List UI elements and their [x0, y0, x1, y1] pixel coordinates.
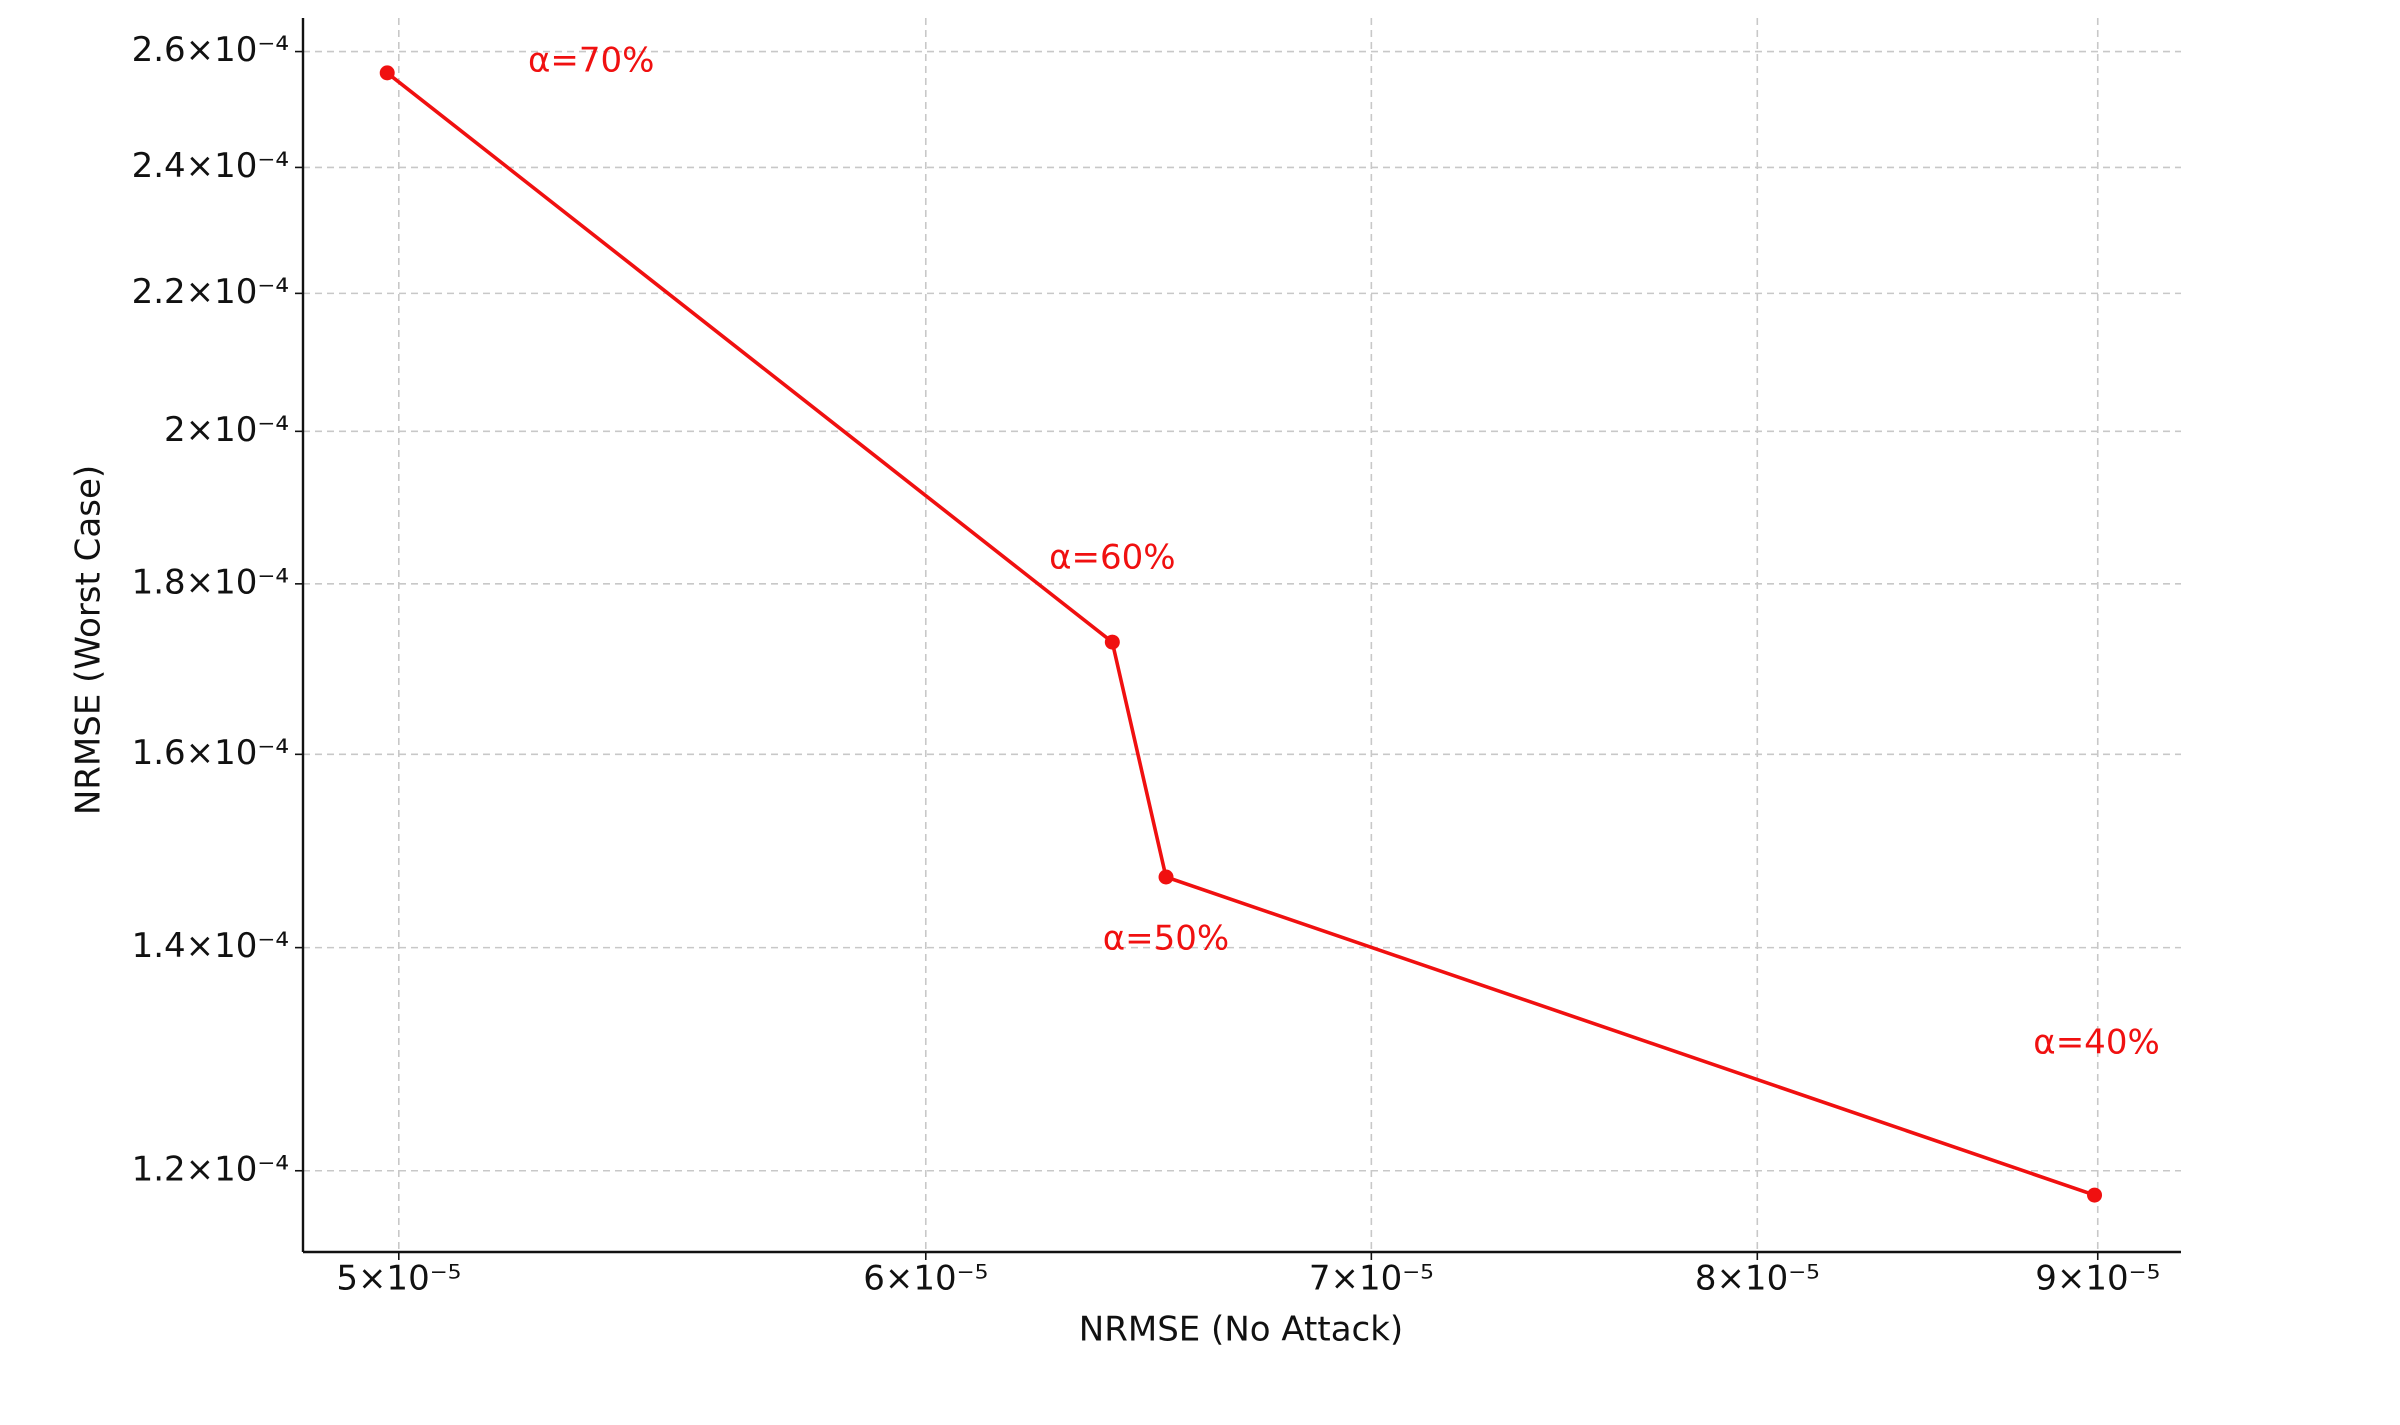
y-tick-label: 2.6×10⁻⁴: [132, 30, 289, 70]
x-tick-label: 6×10⁻⁵: [863, 1259, 988, 1299]
y-tick-label: 1.4×10⁻⁴: [132, 926, 289, 966]
x-tick-label: 8×10⁻⁵: [1695, 1259, 1820, 1299]
annotation: α=70%: [528, 40, 654, 80]
series-line: [386, 71, 2096, 1197]
y-tick-label: 1.2×10⁻⁴: [132, 1149, 289, 1189]
x-axis-label: NRMSE (No Attack): [1079, 1310, 1403, 1350]
y-tick-label: 1.6×10⁻⁴: [132, 733, 289, 773]
data-point: [2087, 1187, 2103, 1203]
x-tick-label: 7×10⁻⁵: [1309, 1259, 1434, 1299]
data-point: [379, 65, 395, 81]
data-point: [1158, 869, 1174, 885]
annotation: α=60%: [1049, 538, 1175, 578]
x-tick-label: 5×10⁻⁵: [336, 1259, 461, 1299]
data-point: [1104, 634, 1120, 650]
y-tick-label: 1.8×10⁻⁴: [132, 562, 289, 602]
annotation: α=50%: [1103, 918, 1229, 958]
y-tick-label: 2.4×10⁻⁴: [132, 146, 289, 186]
x-tick-label: 9×10⁻⁵: [2035, 1259, 2160, 1299]
y-tick-label: 2.2×10⁻⁴: [132, 272, 289, 312]
y-axis-label: NRMSE (Worst Case): [69, 465, 109, 815]
y-tick-label: 2×10⁻⁴: [164, 410, 289, 450]
annotation: α=40%: [2033, 1023, 2159, 1063]
